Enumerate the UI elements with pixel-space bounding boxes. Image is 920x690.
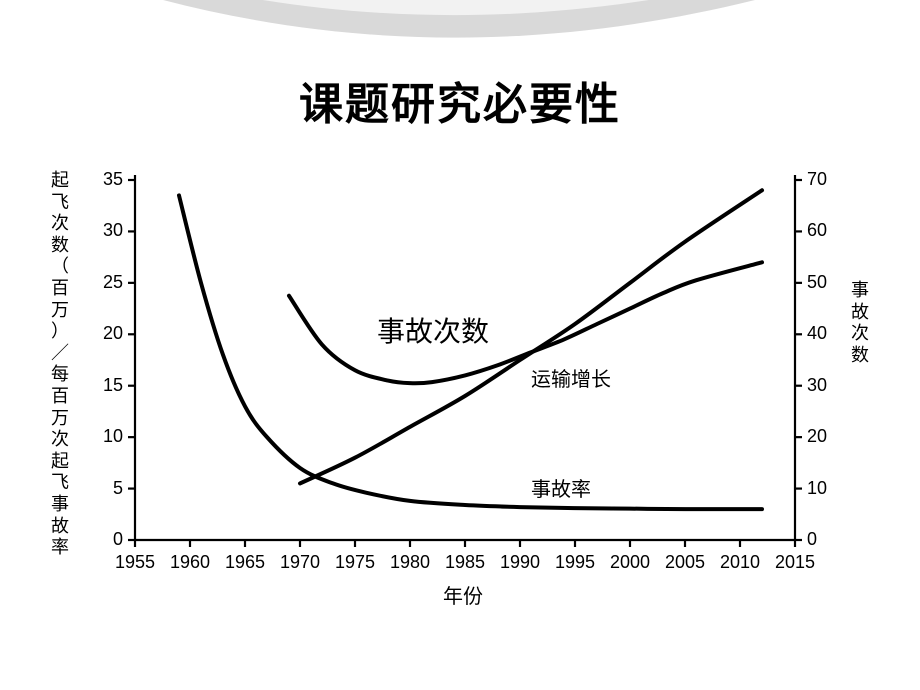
x-tick: 1995	[550, 552, 600, 573]
y-left-tick: 10	[93, 426, 123, 447]
y-left-tick: 35	[93, 169, 123, 190]
x-tick: 1965	[220, 552, 270, 573]
y-left-tick: 0	[93, 529, 123, 550]
x-tick: 1975	[330, 552, 380, 573]
x-tick: 1960	[165, 552, 215, 573]
x-tick: 2005	[660, 552, 710, 573]
y-left-tick: 30	[93, 220, 123, 241]
series-label-transport_growth: 运输增长	[531, 363, 611, 392]
x-tick: 2015	[770, 552, 820, 573]
x-axis-label: 年份	[443, 580, 483, 609]
x-tick: 1980	[385, 552, 435, 573]
y-right-tick: 0	[807, 529, 837, 550]
page-title: 课题研究必要性	[0, 68, 920, 132]
series-accident_count	[289, 262, 762, 383]
y-right-tick: 60	[807, 220, 837, 241]
y-right-tick: 40	[807, 323, 837, 344]
y-right-tick: 30	[807, 375, 837, 396]
x-tick: 1970	[275, 552, 325, 573]
x-tick: 1990	[495, 552, 545, 573]
y-left-tick: 20	[93, 323, 123, 344]
y-right-tick: 10	[807, 478, 837, 499]
y-right-tick: 70	[807, 169, 837, 190]
y-left-tick: 25	[93, 272, 123, 293]
x-tick: 2010	[715, 552, 765, 573]
series-label-accident_rate: 事故率	[531, 473, 591, 502]
chart-container: 起飞次数（百万）／每百万次起飞事故率 事故次数 0510152025303501…	[50, 160, 870, 680]
x-tick: 1955	[110, 552, 160, 573]
series-accident_rate	[179, 195, 762, 509]
x-tick: 1985	[440, 552, 490, 573]
y-left-tick: 15	[93, 375, 123, 396]
series-label-accident_count: 事故次数	[377, 310, 489, 350]
y-right-tick: 50	[807, 272, 837, 293]
x-tick: 2000	[605, 552, 655, 573]
y-left-tick: 5	[93, 478, 123, 499]
series-transport_growth	[300, 190, 762, 483]
y-right-tick: 20	[807, 426, 837, 447]
